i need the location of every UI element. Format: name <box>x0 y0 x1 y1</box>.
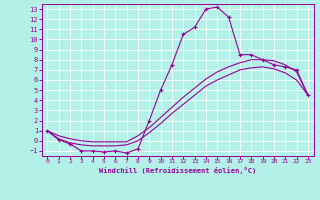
X-axis label: Windchill (Refroidissement éolien,°C): Windchill (Refroidissement éolien,°C) <box>99 167 256 174</box>
